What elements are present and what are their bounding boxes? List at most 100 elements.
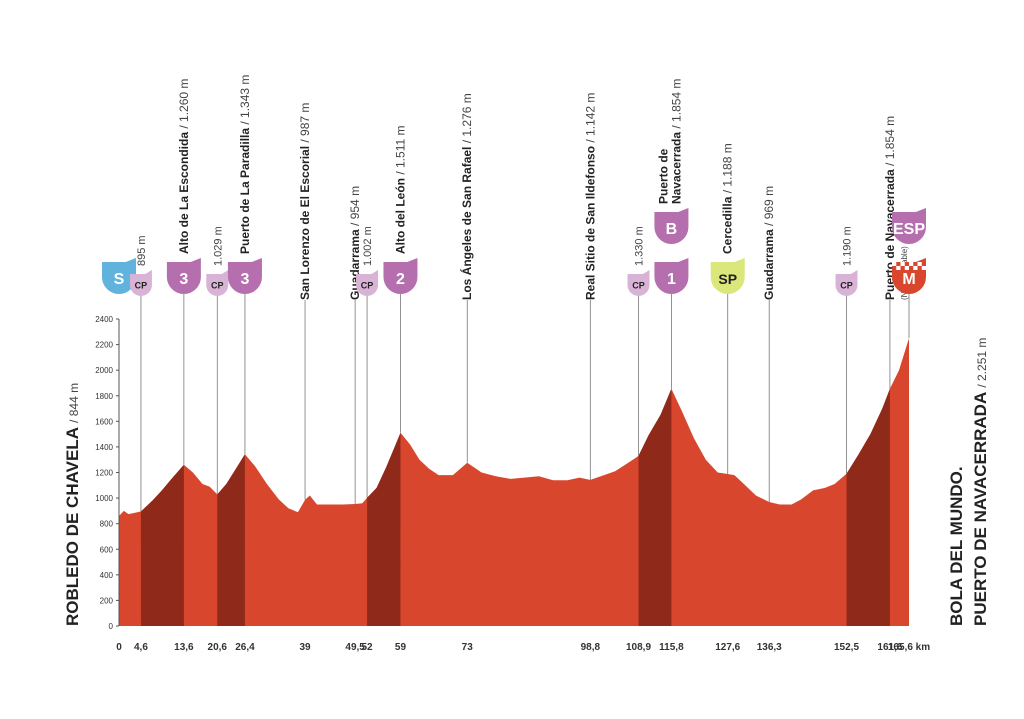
waypoint-2-km: 4,6 — [134, 642, 148, 653]
waypoint-13-label-part: Navacerrada — [669, 129, 683, 204]
y-tick-label-1800: 1800 — [95, 392, 113, 401]
y-tick-label-0: 0 — [109, 622, 114, 631]
waypoint-9-badge: 2 — [383, 258, 418, 294]
waypoint-15-label: Guadarrama / 969 m — [762, 186, 776, 300]
y-tick-label-1200: 1200 — [95, 469, 113, 478]
waypoint-2-label: 895 m — [136, 235, 148, 266]
waypoint-5-badge-shape — [227, 258, 262, 294]
start-finish-labels: ROBLEDO DE CHAVELA / 844 m BOLA DEL MUNDO… — [63, 338, 990, 626]
waypoint-7-label-part: / 954 m — [348, 186, 362, 226]
y-tick-label-200: 200 — [100, 596, 114, 605]
x-axis-ticks: 0 4,6 13,6 20,6 26,4 39 49,552 59 73 98,8 108,9 115… — [116, 642, 930, 653]
waypoint-2-badge-shape — [129, 270, 152, 296]
waypoint-18-badge-secondary-label: ESP — [893, 221, 925, 238]
waypoint-6-label: San Lorenzo de El Escorial / 987 m — [298, 103, 312, 300]
waypoint-5-label: Puerto de La Paradilla / 1.343 m — [238, 75, 252, 254]
waypoint-3-label-part: / 1.260 m — [177, 79, 191, 129]
waypoint-13-label: Puerto deNavacerrada / 1.854 m — [656, 79, 683, 204]
waypoint-14-km: 127,6 — [715, 642, 740, 653]
waypoint-13-badge-label: 1 — [667, 271, 676, 288]
waypoint-6-label-part: San Lorenzo de El Escorial — [298, 143, 312, 300]
waypoint-9-km: 59 — [395, 642, 407, 653]
y-tick-label-600: 600 — [100, 545, 114, 554]
waypoint-1-badge-label: S — [114, 271, 125, 288]
profile-area-group — [119, 338, 909, 626]
waypoint-15-label-part: Guadarrama — [762, 226, 776, 300]
waypoint-9-label: Alto del León / 1.511 m — [393, 126, 407, 254]
waypoint-18-badge-check — [892, 262, 897, 266]
waypoint-3-label-part: Alto de La Escondida — [177, 129, 191, 254]
waypoint-12-label-part: 1.330 m — [634, 226, 646, 266]
waypoint-18-badge-check — [921, 266, 926, 270]
waypoint-2-label-part: 895 m — [136, 235, 148, 266]
waypoint-12-badge: CP — [627, 270, 650, 296]
waypoint-8-label: 1.002 m — [362, 226, 374, 266]
waypoint-2-badge: CP — [129, 270, 152, 296]
waypoint-11-km: 98,8 — [581, 642, 601, 653]
waypoint-10-label: Los Ángeles de San Rafael / 1.276 m — [459, 93, 474, 300]
waypoint-lines — [140, 294, 910, 512]
start-label: ROBLEDO DE CHAVELA / 844 m — [63, 383, 82, 626]
waypoint-9-badge-shape — [383, 258, 418, 294]
climb-segment-3 — [367, 432, 401, 626]
waypoint-4-badge-label: CP — [211, 281, 224, 291]
waypoint-5-badge-label: 3 — [240, 271, 249, 288]
waypoint-16-badge: CP — [835, 270, 858, 296]
y-tick-label-1600: 1600 — [95, 417, 113, 426]
waypoint-1-badge: S — [102, 258, 136, 294]
climb-segment-2 — [217, 454, 245, 626]
waypoint-9-label-part: Alto del León — [393, 175, 407, 254]
waypoint-10-label-part: Los Ángeles de San Rafael — [459, 143, 474, 300]
waypoint-13-badge-secondary-shape — [654, 208, 689, 244]
waypoint-18-badge-check — [913, 266, 918, 270]
waypoint-18-badge-label: M — [902, 271, 915, 288]
waypoint-18-badge-secondary-shape — [892, 208, 926, 244]
waypoint-16-label: 1.190 m — [842, 226, 854, 266]
y-tick-label-400: 400 — [100, 571, 114, 580]
waypoint-14-badge-label: SP — [718, 271, 737, 287]
waypoint-11-label-part: / 1.142 m — [583, 93, 597, 143]
waypoint-14-label-part: Cercedilla — [721, 193, 735, 254]
y-tick-label-2000: 2000 — [95, 366, 113, 375]
waypoint-3-km: 13,6 — [174, 642, 194, 653]
waypoint-5-label-part: / 1.343 m — [238, 75, 252, 125]
waypoint-12-badge-label: CP — [632, 281, 645, 291]
waypoint-2-badge-label: CP — [135, 281, 148, 291]
waypoint-13-badge-shape — [654, 258, 689, 294]
y-tick-label-2200: 2200 — [95, 341, 113, 350]
waypoint-5-badge: 3 — [227, 258, 262, 294]
waypoint-4-badge-shape — [206, 270, 229, 296]
waypoint-8-badge-shape — [356, 270, 379, 296]
climb-segment-5 — [846, 388, 890, 626]
waypoint-11-label: Real Sitio de San Ildefonso / 1.142 m — [583, 93, 597, 300]
waypoint-8-label-part: 1.002 m — [362, 226, 374, 266]
waypoint-18-badge-check — [904, 266, 909, 270]
y-axis: 0 200 400 600 800 1000 1200 1400 1600 1800 2000 220… — [95, 315, 120, 631]
waypoint-11-label-part: Real Sitio de San Ildefonso — [583, 143, 597, 300]
waypoint-3-badge-label: 3 — [179, 271, 188, 288]
y-tick-label-1400: 1400 — [95, 443, 113, 452]
waypoint-13-badge: 1 — [654, 258, 689, 294]
waypoint-10-label-part: / 1.276 m — [460, 93, 474, 143]
y-tick-label-800: 800 — [100, 520, 114, 529]
waypoint-9-badge-label: 2 — [396, 271, 405, 288]
waypoint-3-label: Alto de La Escondida / 1.260 m — [177, 79, 191, 254]
waypoint-16-km: 152,5 — [834, 642, 859, 653]
waypoint-8-badge-label: CP — [361, 281, 374, 291]
waypoint-badges: S CP 3 CP 3 CP 2 CP 1 B SP CP M ESP — [102, 208, 926, 296]
finish-label: BOLA DEL MUNDO. PUERTO DE NAVACERRADA / 2… — [947, 338, 990, 626]
waypoint-13-km: 115,8 — [659, 642, 684, 653]
waypoint-15-km: 136,3 — [757, 642, 782, 653]
waypoint-16-badge-shape — [835, 270, 858, 296]
finish-altitude: / 2.251 m — [975, 338, 989, 388]
waypoint-14-label-part: / 1.188 m — [721, 143, 735, 193]
waypoint-17-label-part: / 1.854 m — [883, 116, 897, 166]
waypoint-13-label-part: Puerto de — [656, 148, 670, 204]
waypoint-16-badge-label: CP — [840, 281, 853, 291]
waypoint-3-badge: 3 — [166, 258, 201, 294]
y-tick-label-1000: 1000 — [95, 494, 113, 503]
waypoint-16-label-part: 1.190 m — [842, 226, 854, 266]
waypoint-13-badge-secondary: B — [654, 208, 689, 244]
waypoint-18-badge: M — [892, 258, 926, 294]
waypoint-12-label: 1.330 m — [634, 226, 646, 266]
